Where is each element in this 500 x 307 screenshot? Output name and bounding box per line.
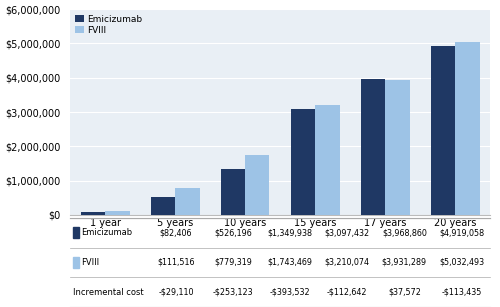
Text: $3,210,074: $3,210,074: [325, 258, 370, 267]
Text: -$113,435: -$113,435: [442, 288, 482, 297]
Bar: [315, 105, 340, 215]
Text: $779,319: $779,319: [214, 258, 252, 267]
Text: -$29,110: -$29,110: [158, 288, 194, 297]
Text: -$112,642: -$112,642: [327, 288, 368, 297]
Text: FVIII: FVIII: [82, 258, 100, 267]
Bar: [455, 42, 479, 215]
Text: -$253,123: -$253,123: [213, 288, 254, 297]
Bar: [245, 155, 270, 215]
Text: $111,516: $111,516: [158, 258, 195, 267]
Bar: [430, 46, 455, 215]
Text: $4,919,058: $4,919,058: [439, 228, 484, 237]
Bar: [175, 188, 200, 215]
Bar: [150, 197, 175, 215]
Legend: Emicizumab, FVIII: Emicizumab, FVIII: [72, 12, 145, 37]
Text: Emicizumab: Emicizumab: [82, 228, 132, 237]
Bar: [80, 212, 105, 215]
Text: $37,572: $37,572: [388, 288, 421, 297]
Bar: [360, 79, 385, 215]
Bar: [220, 169, 245, 215]
Bar: [105, 211, 130, 215]
Text: $82,406: $82,406: [160, 228, 192, 237]
Text: $5,032,493: $5,032,493: [439, 258, 484, 267]
Bar: [290, 109, 315, 215]
Text: $3,097,432: $3,097,432: [324, 228, 370, 237]
Text: $526,196: $526,196: [214, 228, 252, 237]
Text: $1,349,938: $1,349,938: [268, 228, 312, 237]
Text: $1,743,469: $1,743,469: [268, 258, 312, 267]
Text: $3,931,289: $3,931,289: [382, 258, 427, 267]
Text: Incremental cost: Incremental cost: [72, 288, 143, 297]
Text: -$393,532: -$393,532: [270, 288, 310, 297]
Text: $3,968,860: $3,968,860: [382, 228, 427, 237]
Bar: [385, 80, 409, 215]
